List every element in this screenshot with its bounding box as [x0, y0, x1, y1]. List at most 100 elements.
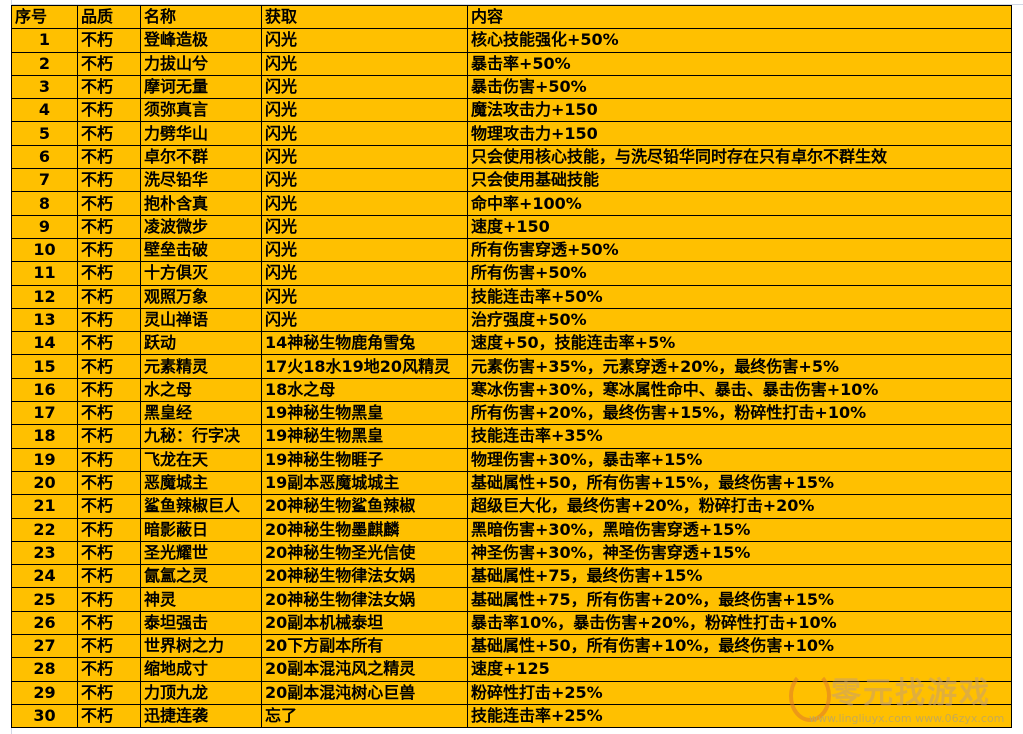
cell-source[interactable]: 忘了: [261, 703, 468, 729]
cell-source[interactable]: 17火18水19地20风精灵: [261, 354, 468, 379]
cell-source[interactable]: 14神秘生物鹿角雪兔: [261, 331, 468, 356]
cell-index[interactable]: 16: [11, 377, 78, 403]
cell-source[interactable]: 20下方副本所有: [261, 634, 468, 659]
cell-content[interactable]: 治疗强度+50%: [467, 307, 1012, 333]
cell-name[interactable]: 力劈华山: [140, 121, 262, 146]
cell-name[interactable]: 水之母: [140, 377, 262, 403]
cell-name[interactable]: 抱朴含真: [140, 191, 262, 216]
cell-index[interactable]: 23: [11, 540, 78, 566]
cell-name[interactable]: 圣光耀世: [140, 540, 262, 566]
cell-quality[interactable]: 不朽: [77, 447, 141, 472]
cell-name[interactable]: 鲨鱼辣椒巨人: [140, 494, 262, 519]
cell-index[interactable]: 3: [11, 74, 78, 100]
cell-content[interactable]: 黑暗伤害+30%，黑暗伤害穿透+15%: [467, 517, 1012, 542]
cell-source[interactable]: 19神秘生物黑皇: [261, 424, 468, 449]
cell-index[interactable]: 18: [11, 424, 78, 449]
cell-name[interactable]: 飞龙在天: [140, 447, 262, 472]
cell-content[interactable]: 物理伤害+30%，暴击率+15%: [467, 447, 1012, 472]
cell-content[interactable]: 速度+125: [467, 657, 1012, 682]
cell-name[interactable]: 灵山禅语: [140, 307, 262, 333]
cell-index[interactable]: 12: [11, 284, 78, 309]
cell-quality[interactable]: 不朽: [77, 331, 141, 356]
cell-quality[interactable]: 不朽: [77, 540, 141, 566]
cell-quality[interactable]: 不朽: [77, 564, 141, 589]
cell-quality[interactable]: 不朽: [77, 191, 141, 216]
cell-quality[interactable]: 不朽: [77, 377, 141, 403]
cell-name[interactable]: 迅捷连袭: [140, 703, 262, 729]
cell-quality[interactable]: 不朽: [77, 168, 141, 193]
cell-index[interactable]: 14: [11, 331, 78, 356]
header-name[interactable]: 名称: [140, 4, 262, 30]
cell-name[interactable]: 黑皇经: [140, 401, 262, 426]
cell-quality[interactable]: 不朽: [77, 261, 141, 286]
cell-name[interactable]: 摩诃无量: [140, 74, 262, 100]
cell-source[interactable]: 闪光: [261, 261, 468, 286]
cell-index[interactable]: 4: [11, 98, 78, 123]
cell-content[interactable]: 神圣伤害+30%，神圣伤害穿透+15%: [467, 540, 1012, 566]
cell-content[interactable]: 基础属性+50，所有伤害+10%，最终伤害+10%: [467, 634, 1012, 659]
cell-quality[interactable]: 不朽: [77, 121, 141, 146]
cell-index[interactable]: 6: [11, 144, 78, 170]
cell-content[interactable]: 只会使用核心技能，与洗尽铅华同时存在只有卓尔不群生效: [467, 144, 1012, 170]
cell-content[interactable]: 所有伤害穿透+50%: [467, 237, 1012, 263]
cell-index[interactable]: 5: [11, 121, 78, 146]
cell-content[interactable]: 核心技能强化+50%: [467, 28, 1012, 53]
cell-source[interactable]: 20神秘生物鲨鱼辣椒: [261, 494, 468, 519]
cell-name[interactable]: 泰坦强击: [140, 610, 262, 636]
cell-source[interactable]: 20神秘生物圣光信使: [261, 540, 468, 566]
cell-index[interactable]: 27: [11, 634, 78, 659]
cell-name[interactable]: 须弥真言: [140, 98, 262, 123]
cell-index[interactable]: 25: [11, 587, 78, 612]
cell-source[interactable]: 闪光: [261, 74, 468, 100]
cell-index[interactable]: 28: [11, 657, 78, 682]
cell-source[interactable]: 闪光: [261, 51, 468, 76]
cell-content[interactable]: 暴击伤害+50%: [467, 74, 1012, 100]
cell-content[interactable]: 基础属性+75，所有伤害+20%，最终伤害+15%: [467, 587, 1012, 612]
cell-quality[interactable]: 不朽: [77, 51, 141, 76]
cell-name[interactable]: 洗尽铅华: [140, 168, 262, 193]
cell-name[interactable]: 十方俱灭: [140, 261, 262, 286]
cell-content[interactable]: 技能连击率+35%: [467, 424, 1012, 449]
cell-content[interactable]: 物理攻击力+150: [467, 121, 1012, 146]
cell-quality[interactable]: 不朽: [77, 214, 141, 239]
cell-quality[interactable]: 不朽: [77, 634, 141, 659]
cell-name[interactable]: 暗影蔽日: [140, 517, 262, 542]
cell-source[interactable]: 闪光: [261, 168, 468, 193]
cell-content[interactable]: 元素伤害+35%，元素穿透+20%，最终伤害+5%: [467, 354, 1012, 379]
cell-quality[interactable]: 不朽: [77, 587, 141, 612]
cell-quality[interactable]: 不朽: [77, 657, 141, 682]
cell-quality[interactable]: 不朽: [77, 424, 141, 449]
cell-quality[interactable]: 不朽: [77, 354, 141, 379]
cell-index[interactable]: 8: [11, 191, 78, 216]
cell-source[interactable]: 20神秘生物律法女娲: [261, 587, 468, 612]
cell-name[interactable]: 登峰造极: [140, 28, 262, 53]
cell-index[interactable]: 29: [11, 680, 78, 705]
cell-index[interactable]: 11: [11, 261, 78, 286]
cell-index[interactable]: 19: [11, 447, 78, 472]
cell-index[interactable]: 24: [11, 564, 78, 589]
cell-content[interactable]: 技能连击率+50%: [467, 284, 1012, 309]
cell-source[interactable]: 19神秘生物黑皇: [261, 401, 468, 426]
header-source[interactable]: 获取: [261, 4, 468, 30]
cell-content[interactable]: 技能连击率+25%: [467, 703, 1012, 729]
cell-content[interactable]: 所有伤害+20%，最终伤害+15%，粉碎性打击+10%: [467, 401, 1012, 426]
cell-source[interactable]: 18水之母: [261, 377, 468, 403]
cell-name[interactable]: 世界树之力: [140, 634, 262, 659]
cell-source[interactable]: 闪光: [261, 28, 468, 53]
cell-source[interactable]: 闪光: [261, 144, 468, 170]
cell-quality[interactable]: 不朽: [77, 307, 141, 333]
cell-index[interactable]: 26: [11, 610, 78, 636]
cell-content[interactable]: 超级巨大化，最终伤害+20%，粉碎打击+20%: [467, 494, 1012, 519]
cell-name[interactable]: 跃动: [140, 331, 262, 356]
cell-name[interactable]: 力顶九龙: [140, 680, 262, 705]
cell-content[interactable]: 命中率+100%: [467, 191, 1012, 216]
cell-name[interactable]: 观照万象: [140, 284, 262, 309]
cell-source[interactable]: 20神秘生物墨麒麟: [261, 517, 468, 542]
cell-content[interactable]: 粉碎性打击+25%: [467, 680, 1012, 705]
cell-content[interactable]: 基础属性+75，最终伤害+15%: [467, 564, 1012, 589]
cell-source[interactable]: 闪光: [261, 284, 468, 309]
cell-index[interactable]: 13: [11, 307, 78, 333]
cell-source[interactable]: 20神秘生物律法女娲: [261, 564, 468, 589]
cell-index[interactable]: 30: [11, 703, 78, 729]
cell-index[interactable]: 7: [11, 168, 78, 193]
